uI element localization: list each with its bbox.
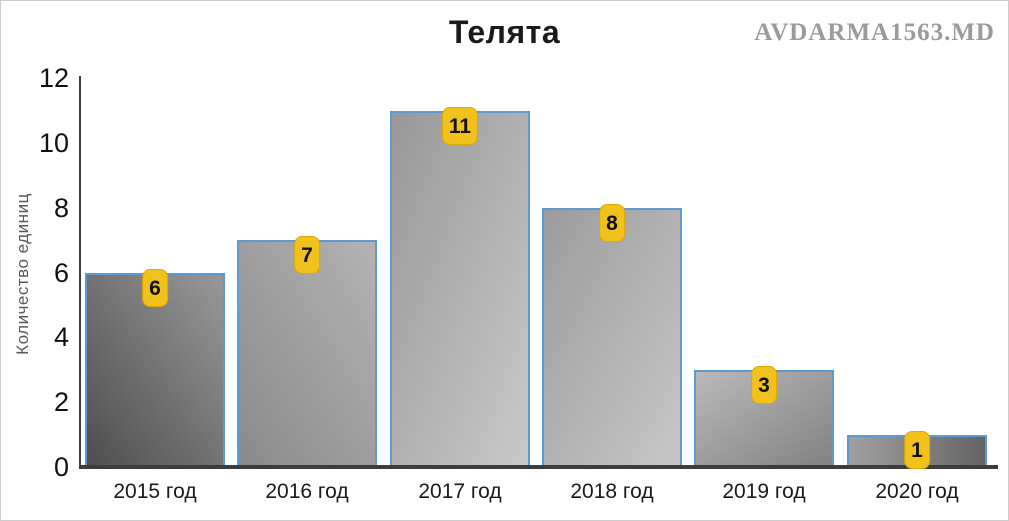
bar-value-label: 7 [294,236,320,274]
x-tick-label: 2017 год [418,480,502,503]
x-tick-label: 2015 год [113,480,197,503]
y-tick-label: 12 [38,63,69,93]
x-tick-label: 2020 год [875,480,959,503]
y-tick-label: 8 [53,193,69,223]
x-tick-label: 2018 год [570,480,654,503]
y-tick-label: 4 [53,322,69,352]
bar-value-label: 3 [751,366,777,404]
bar-2017 [390,111,530,467]
y-tick-label: 0 [53,452,69,482]
watermark: AVDARMA1563.MD [754,19,995,46]
x-tick-label: 2019 год [722,480,806,503]
x-tick-label: 2016 год [265,480,349,503]
bar-value-label: 6 [142,269,168,307]
x-axis-line [79,465,998,469]
bar-value-label: 11 [441,107,479,145]
bar-value-label: 1 [904,431,930,469]
chart-title: Телята [448,14,561,50]
y-tick-label: 2 [53,387,69,417]
y-tick-label: 6 [53,258,69,288]
y-axis-line [79,76,81,469]
bar-value-label: 8 [599,204,625,242]
y-tick-label: 10 [38,128,69,158]
bar-2018 [542,208,682,467]
